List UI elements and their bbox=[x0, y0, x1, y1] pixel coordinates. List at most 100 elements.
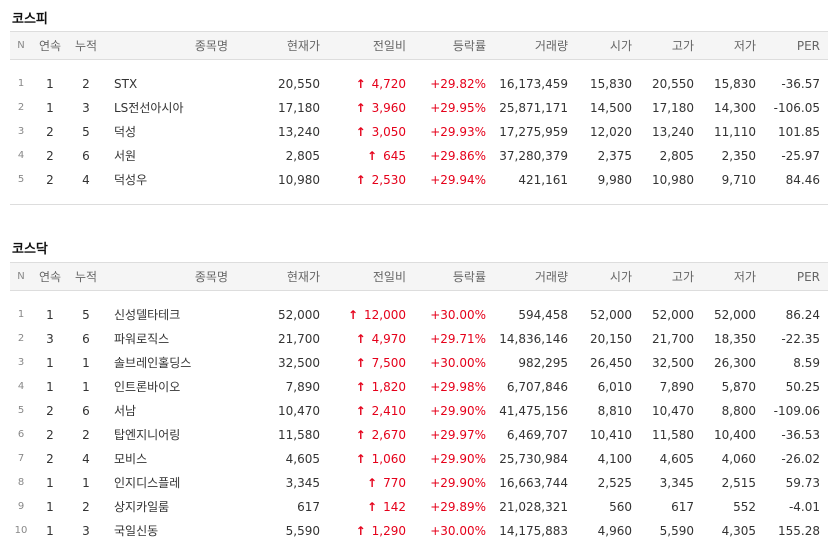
high-price: 13,240 bbox=[652, 124, 694, 139]
per-value: -26.02 bbox=[781, 451, 820, 466]
stock-name-link[interactable]: 탑엔지니어링 bbox=[114, 428, 181, 442]
table-row: 4 1 1 인트론바이오 7,890 ↑ 1,820 +29.98% 6,707,846 6,01… bbox=[10, 375, 828, 399]
open-price: 4,100 bbox=[597, 451, 632, 466]
open-price: 560 bbox=[609, 499, 632, 514]
cumulative-count: 1 bbox=[82, 475, 90, 490]
current-price: 52,000 bbox=[278, 307, 320, 322]
open-price: 12,020 bbox=[590, 124, 632, 139]
stock-name-link[interactable]: 상지카일룸 bbox=[114, 500, 170, 514]
trade-volume: 421,161 bbox=[518, 172, 568, 187]
row-number: 2 bbox=[17, 102, 25, 113]
header-stock-name: 종목명 bbox=[104, 262, 252, 291]
cumulative-count: 6 bbox=[82, 148, 90, 163]
row-number: 4 bbox=[17, 381, 25, 392]
trade-volume: 21,028,321 bbox=[499, 499, 568, 514]
price-change: 1,820 bbox=[371, 379, 406, 394]
high-price: 32,500 bbox=[652, 355, 694, 370]
open-price: 8,810 bbox=[597, 403, 632, 418]
header-cumulative: 누적 bbox=[68, 31, 104, 60]
stock-name-link[interactable]: 인지디스플레 bbox=[114, 476, 181, 490]
up-arrow-icon: ↑ bbox=[347, 307, 358, 322]
high-price: 10,470 bbox=[652, 403, 694, 418]
per-value: -22.35 bbox=[781, 331, 820, 346]
header-open: 시가 bbox=[576, 31, 640, 60]
cumulative-count: 1 bbox=[82, 355, 90, 370]
header-high: 고가 bbox=[640, 262, 702, 291]
low-price: 9,710 bbox=[721, 172, 756, 187]
trade-volume: 17,275,959 bbox=[499, 124, 568, 139]
per-value: 86.24 bbox=[785, 307, 820, 322]
stock-name-link[interactable]: 인트론바이오 bbox=[114, 380, 181, 394]
change-rate: +30.00% bbox=[430, 523, 486, 538]
stock-name-link[interactable]: 서원 bbox=[114, 149, 137, 163]
row-number: 5 bbox=[17, 174, 25, 185]
header-per: PER bbox=[764, 31, 828, 60]
stock-name-link[interactable]: 모비스 bbox=[114, 452, 148, 466]
current-price: 21,700 bbox=[278, 331, 320, 346]
high-price: 3,345 bbox=[659, 475, 694, 490]
price-change-cell: ↑ 7,500 bbox=[328, 351, 414, 375]
up-arrow-icon: ↑ bbox=[367, 148, 378, 163]
price-change: 4,970 bbox=[371, 331, 406, 346]
consecutive-count: 1 bbox=[46, 523, 54, 538]
price-change-cell: ↑ 645 bbox=[328, 144, 414, 168]
low-price: 26,300 bbox=[714, 355, 756, 370]
row-number: 9 bbox=[17, 501, 25, 512]
price-change: 4,720 bbox=[371, 76, 406, 91]
trade-volume: 41,475,156 bbox=[499, 403, 568, 418]
current-price: 10,470 bbox=[278, 403, 320, 418]
header-low: 저가 bbox=[702, 262, 764, 291]
header-n: N bbox=[10, 262, 32, 291]
stock-name-link[interactable]: 솔브레인홀딩스 bbox=[114, 356, 192, 370]
change-rate: +29.95% bbox=[430, 100, 486, 115]
per-value: 59.73 bbox=[785, 475, 820, 490]
low-price: 15,830 bbox=[714, 76, 756, 91]
consecutive-count: 2 bbox=[46, 427, 54, 442]
per-value: -36.53 bbox=[781, 427, 820, 442]
stock-name-link[interactable]: 파워로직스 bbox=[114, 332, 170, 346]
consecutive-count: 1 bbox=[46, 475, 54, 490]
stock-name-link[interactable]: 국일신동 bbox=[114, 524, 159, 538]
header-change: 전일비 bbox=[328, 262, 414, 291]
open-price: 26,450 bbox=[590, 355, 632, 370]
stock-name-link[interactable]: 서남 bbox=[114, 404, 137, 418]
low-price: 4,305 bbox=[721, 523, 756, 538]
stock-name-link[interactable]: STX bbox=[114, 76, 138, 91]
trade-volume: 16,173,459 bbox=[499, 76, 568, 91]
stock-name-link[interactable]: 덕성우 bbox=[114, 173, 148, 187]
change-rate: +29.82% bbox=[430, 76, 486, 91]
row-number: 1 bbox=[17, 78, 25, 89]
stock-name-link[interactable]: 신성델타테크 bbox=[114, 308, 181, 322]
trade-volume: 982,295 bbox=[518, 355, 568, 370]
price-change-cell: ↑ 1,820 bbox=[328, 375, 414, 399]
table-row: 8 1 1 인지디스플레 3,345 ↑ 770 +29.90% 16,663,744 2,525… bbox=[10, 471, 828, 495]
open-price: 6,010 bbox=[597, 379, 632, 394]
high-price: 10,980 bbox=[652, 172, 694, 187]
cumulative-count: 5 bbox=[82, 124, 90, 139]
stock-name-link[interactable]: LS전선아시아 bbox=[114, 101, 184, 115]
cumulative-count: 3 bbox=[82, 100, 90, 115]
high-price: 52,000 bbox=[652, 307, 694, 322]
consecutive-count: 2 bbox=[46, 403, 54, 418]
row-number: 7 bbox=[17, 453, 25, 464]
per-value: -25.97 bbox=[781, 148, 820, 163]
per-value: 101.85 bbox=[778, 124, 820, 139]
table-row: 1 1 5 신성델타테크 52,000 ↑ 12,000 +30.00% 594,458 52,0… bbox=[10, 303, 828, 327]
current-price: 7,890 bbox=[285, 379, 320, 394]
row-number: 6 bbox=[17, 429, 25, 440]
change-rate: +29.94% bbox=[430, 172, 486, 187]
cumulative-count: 2 bbox=[82, 427, 90, 442]
price-change: 770 bbox=[383, 475, 406, 490]
current-price: 32,500 bbox=[278, 355, 320, 370]
per-value: -4.01 bbox=[788, 499, 820, 514]
header-rate: 등락률 bbox=[414, 31, 494, 60]
high-price: 2,805 bbox=[659, 148, 694, 163]
stock-name-link[interactable]: 덕성 bbox=[114, 125, 137, 139]
kospi-table: N 연속 누적 종목명 현재가 전일비 등락률 거래량 시가 고가 저가 PER 1 1 2 STX 20,5… bbox=[10, 31, 828, 205]
header-per: PER bbox=[764, 262, 828, 291]
row-number: 3 bbox=[17, 357, 25, 368]
change-rate: +29.86% bbox=[430, 148, 486, 163]
row-number: 3 bbox=[17, 126, 25, 137]
price-change: 3,960 bbox=[371, 100, 406, 115]
table-row: 4 2 6 서원 2,805 ↑ 645 +29.86% 37,280,379 2,375 2,80… bbox=[10, 144, 828, 168]
